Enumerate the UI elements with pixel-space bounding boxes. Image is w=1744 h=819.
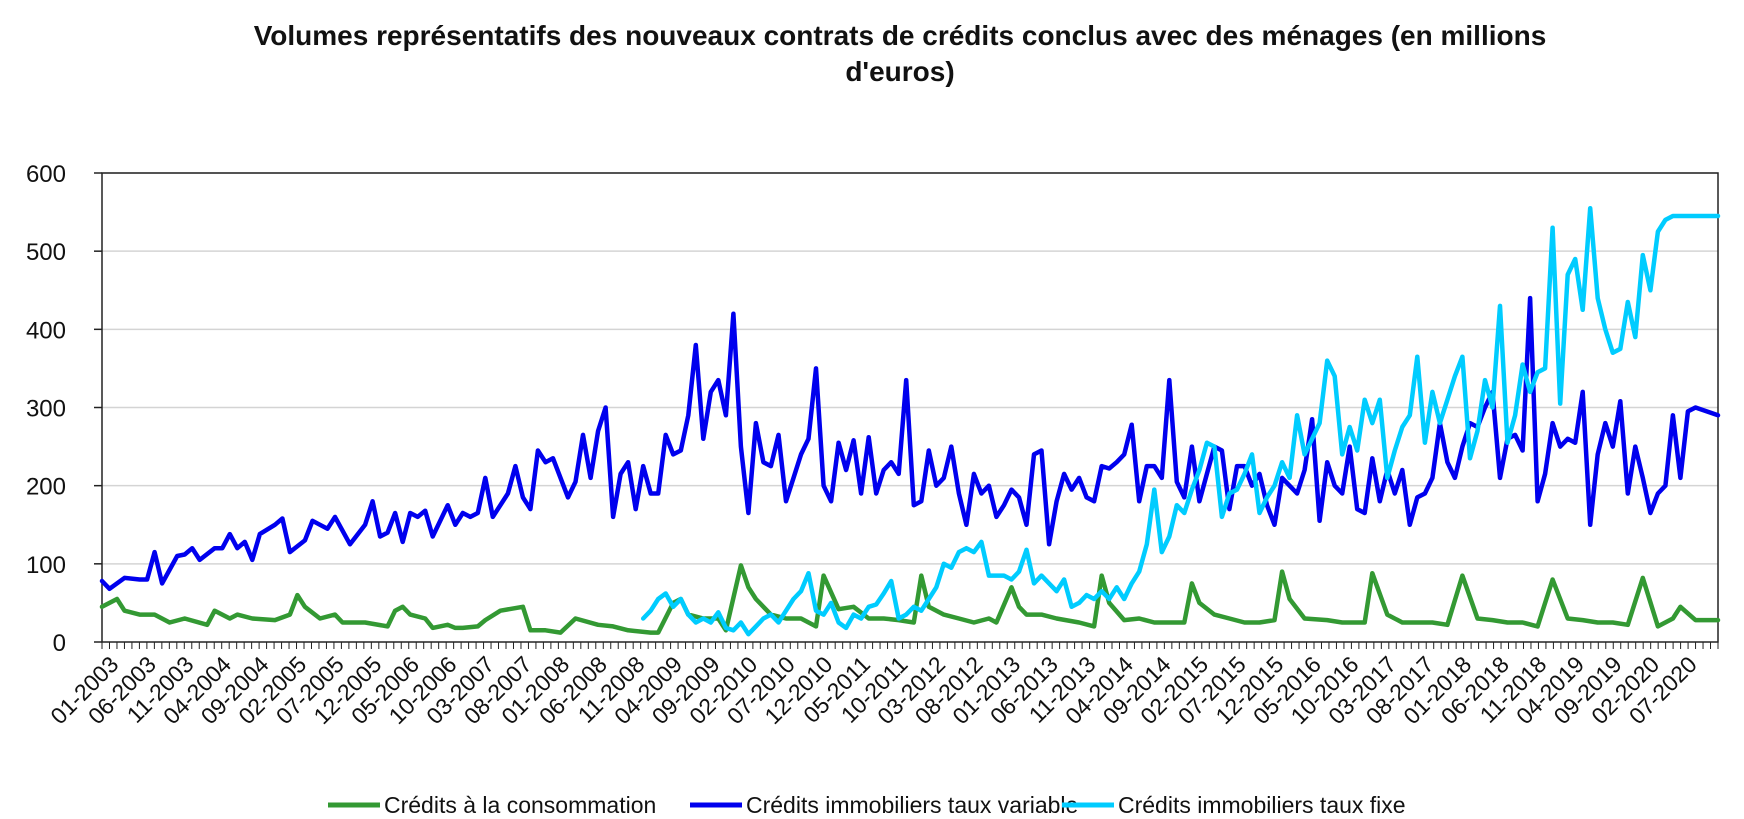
y-tick-label: 100: [26, 552, 66, 579]
legend-label: Crédits immobiliers taux fixe: [1118, 792, 1406, 818]
axes: [94, 172, 1719, 649]
y-axis-tick-labels: 0 100 200 300 400 500 600: [26, 161, 66, 657]
legend-label: Crédits immobiliers taux variable: [746, 792, 1078, 818]
legend: Crédits à la consommation Crédits immobil…: [328, 792, 1406, 818]
x-axis-tick-labels: 01-200306-200311-200304-200409-200402-20…: [45, 651, 1701, 729]
y-tick-label: 0: [53, 630, 66, 657]
y-tick-label: 500: [26, 239, 66, 266]
series-line-2: [99, 295, 1721, 592]
y-tick-label: 300: [26, 396, 66, 423]
y-tick-label: 200: [26, 474, 66, 501]
y-tick-label: 400: [26, 317, 66, 344]
chart-title: Volumes représentatifs des nouveaux cont…: [253, 20, 1547, 87]
gridlines: [102, 172, 1718, 565]
legend-label: Crédits à la consommation: [384, 792, 656, 818]
series-lines: [99, 205, 1721, 637]
series-line-3: [640, 205, 1721, 637]
y-tick-label: 600: [26, 161, 66, 188]
series-line-1: [99, 563, 1721, 635]
